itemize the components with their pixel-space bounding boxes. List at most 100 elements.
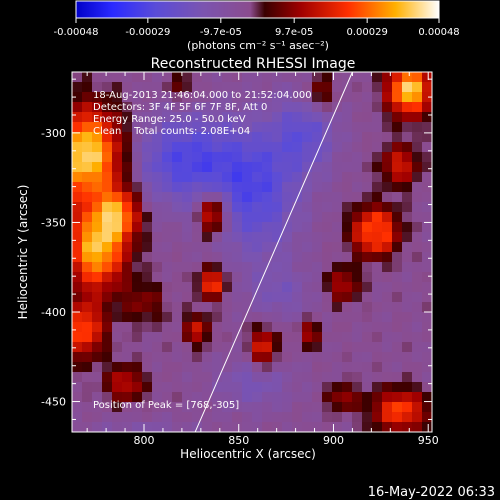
heatmap-cell — [342, 422, 353, 432]
heatmap-cell — [322, 352, 333, 363]
heatmap-cell — [382, 252, 393, 263]
heatmap-cell — [172, 192, 183, 203]
heatmap-cell — [132, 412, 143, 423]
heatmap-cell — [112, 322, 123, 333]
heatmap-cell — [322, 292, 333, 303]
heatmap-cell — [412, 372, 423, 383]
heatmap-cell — [232, 142, 243, 153]
heatmap-cell — [172, 222, 183, 233]
solar-limb-line — [194, 72, 353, 432]
heatmap-cell — [72, 252, 83, 263]
heatmap-cell — [312, 192, 323, 203]
heatmap-cell — [392, 382, 403, 393]
heatmap-cell — [382, 102, 393, 113]
heatmap-cell — [242, 412, 253, 423]
heatmap-cell — [312, 342, 323, 353]
heatmap-cell — [422, 252, 432, 263]
heatmap-cell — [382, 292, 393, 303]
heatmap-cell — [242, 112, 253, 123]
heatmap-cell — [412, 302, 423, 313]
heatmap-cell — [102, 252, 113, 263]
heatmap-cell — [222, 72, 233, 83]
heatmap-cell — [162, 202, 173, 213]
heatmap-cell — [182, 82, 193, 93]
heatmap-cell — [192, 262, 203, 273]
heatmap-cell — [282, 422, 293, 432]
heatmap-cell — [152, 192, 163, 203]
heatmap-cell — [382, 262, 393, 273]
heatmap-cell — [382, 162, 393, 173]
annotation-energy: Energy Range: 25.0 - 50.0 keV — [93, 114, 246, 125]
heatmap-cell — [82, 422, 93, 432]
heatmap-cell — [392, 182, 403, 193]
heatmap-cell — [242, 312, 253, 323]
heatmap-cell — [342, 292, 353, 303]
heatmap-cell — [102, 412, 113, 423]
heatmap-cell — [152, 252, 163, 263]
heatmap-cell — [222, 362, 233, 373]
heatmap-cell — [322, 92, 333, 103]
heatmap-cell — [202, 212, 213, 223]
heatmap-cell — [262, 412, 273, 423]
heatmap-cell — [172, 122, 183, 133]
heatmap-cell — [282, 392, 293, 403]
heatmap-cell — [212, 332, 223, 343]
heatmap-cell — [212, 302, 223, 313]
heatmap-cell — [302, 422, 313, 432]
heatmap-cell — [272, 322, 283, 333]
heatmap-cell — [302, 92, 313, 103]
heatmap-cell — [132, 252, 143, 263]
heatmap-cell — [202, 312, 213, 323]
heatmap-cell — [132, 382, 143, 393]
heatmap-cell — [312, 172, 323, 183]
heatmap-cell — [202, 332, 213, 343]
heatmap-cell — [352, 72, 363, 83]
heatmap-cell — [382, 362, 393, 373]
heatmap-cell — [112, 382, 123, 393]
heatmap-cell — [192, 92, 203, 103]
heatmap-cell — [262, 332, 273, 343]
heatmap-cell — [322, 122, 333, 133]
heatmap-cell — [282, 332, 293, 343]
heatmap-cell — [412, 192, 423, 203]
heatmap-cell — [292, 372, 303, 383]
heatmap-cell — [272, 142, 283, 153]
heatmap-cell — [282, 172, 293, 183]
heatmap-cell — [212, 322, 223, 333]
heatmap-cell — [242, 382, 253, 393]
heatmap-cell — [92, 192, 103, 203]
heatmap-cell — [342, 262, 353, 273]
plot-annotations: 18-Aug-2013 21:46:04.000 to 21:52:04.000… — [93, 90, 312, 411]
heatmap-cell — [172, 252, 183, 263]
heatmap-cell — [292, 132, 303, 143]
heatmap-cell — [282, 252, 293, 263]
heatmap-cell — [102, 92, 113, 103]
heatmap-cell — [92, 112, 103, 123]
heatmap-cell — [312, 352, 323, 363]
heatmap-cell — [402, 112, 413, 123]
heatmap-cell — [332, 112, 343, 123]
heatmap-cell — [192, 222, 203, 233]
heatmap-cell — [272, 232, 283, 243]
colorbar-ticks: -0.00048 -0.00029 -9.7e-05 9.7e-05 0.00029 0.… — [54, 18, 460, 38]
heatmap-cell — [292, 122, 303, 133]
heatmap-cell — [162, 162, 173, 173]
heatmap-cell — [122, 152, 133, 163]
heatmap-cell — [402, 192, 413, 203]
heatmap-cell — [182, 252, 193, 263]
heatmap-cell — [82, 152, 93, 163]
heatmap-cell — [422, 322, 432, 333]
heatmap-cell — [372, 92, 383, 103]
heatmap-cell — [192, 292, 203, 303]
heatmap-cell — [212, 282, 223, 293]
heatmap-cell — [82, 92, 93, 103]
heatmap-cell — [122, 382, 133, 393]
heatmap-cell — [192, 102, 203, 113]
heatmap-cell — [232, 82, 243, 93]
heatmap-cell — [192, 82, 203, 93]
heatmap-cell — [112, 122, 123, 133]
heatmap-cell — [342, 112, 353, 123]
heatmap-cell — [152, 132, 163, 143]
heatmap-cell — [192, 352, 203, 363]
heatmap-cell — [242, 322, 253, 333]
